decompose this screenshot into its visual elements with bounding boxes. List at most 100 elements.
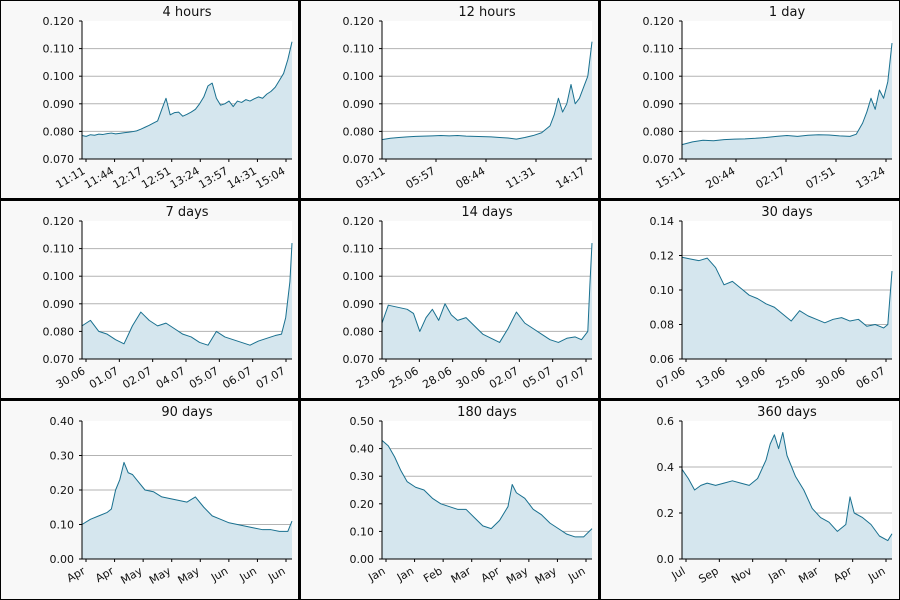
chart-title: 7 days <box>165 205 208 220</box>
x-tick-label: May <box>504 564 531 587</box>
series-line <box>81 461 293 532</box>
x-tick-label: 02.07 <box>120 364 154 391</box>
y-tick-label: 0.10 <box>50 519 75 532</box>
x-tick-label: 14:17 <box>554 164 588 191</box>
chart-panel: 90 days 0.00 0.10 0.20 0.30 0.40 Apr Apr May May M… <box>1 401 298 599</box>
series-area <box>682 432 892 559</box>
chart-title: 12 hours <box>458 5 515 20</box>
x-tick-label: 07:51 <box>804 164 838 191</box>
y-tick-label: 0.06 <box>650 353 675 366</box>
chart-panel: 180 days 0.00 0.10 0.20 0.30 0.40 0.50 Jan Jan Fe… <box>301 401 598 599</box>
series-area <box>82 41 292 160</box>
x-tick-label: 05.07 <box>187 364 221 391</box>
x-tick-label: May <box>176 564 203 587</box>
x-tick-label: 07.06 <box>654 364 688 391</box>
x-tick-label: Jun <box>865 564 887 584</box>
chart-title: 180 days <box>457 405 517 420</box>
chart-panel: 7 days 0.070 0.080 0.090 0.100 0.110 0.120 30.0… <box>1 201 298 398</box>
y-tick-label: 0.090 <box>343 98 375 111</box>
x-tick-label: Jun <box>237 564 259 584</box>
y-tick-label: 0.12 <box>650 250 675 263</box>
x-tick-label: 28.06 <box>420 364 454 391</box>
y-tick-label: 0.090 <box>43 298 75 311</box>
y-tick-label: 0.070 <box>343 153 375 166</box>
chart-panel: 1 day 0.070 0.080 0.090 0.100 0.110 0.120 15:11… <box>601 1 899 198</box>
x-tick-label: 30.06 <box>814 364 848 391</box>
y-tick-label: 0.070 <box>43 353 75 366</box>
y-tick-label: 0.120 <box>343 215 375 228</box>
chart-panel: 30 days 0.06 0.08 0.10 0.12 0.14 07.06 13.06 19.… <box>601 201 899 398</box>
chart-svg: 14 days 0.070 0.080 0.090 0.100 0.110 0.120 23.… <box>343 205 593 391</box>
y-tick-label: 0.10 <box>350 525 375 538</box>
x-tick-label: 13:24 <box>168 164 202 191</box>
x-tick-label: 19.06 <box>734 364 768 391</box>
y-tick-label: 0.6 <box>657 415 675 428</box>
y-tick-label: 0.110 <box>343 43 375 56</box>
x-tick-label: Sep <box>696 564 720 586</box>
series-line <box>681 256 893 329</box>
y-tick-label: 0.20 <box>50 484 75 497</box>
y-tick-label: 0.100 <box>643 70 675 83</box>
x-tick-label: Apr <box>479 564 502 585</box>
chart-title: 360 days <box>757 405 817 420</box>
x-tick-label: 13:24 <box>854 164 888 191</box>
x-tick-label: 25.06 <box>774 364 808 391</box>
chart-title: 4 hours <box>163 5 212 20</box>
x-tick-label: 01.07 <box>87 364 121 391</box>
x-tick-label: May <box>147 564 174 587</box>
x-tick-label: 12:51 <box>139 164 173 191</box>
series-line <box>381 439 593 538</box>
y-tick-label: 0.00 <box>350 553 375 566</box>
y-tick-label: 0.080 <box>43 125 75 138</box>
x-tick-label: 05.07 <box>520 364 554 391</box>
series-line <box>381 243 593 343</box>
chart-title: 30 days <box>761 205 813 220</box>
y-tick-label: 0.110 <box>43 243 75 256</box>
y-tick-label: 0.080 <box>643 125 675 138</box>
y-tick-label: 0.4 <box>657 461 675 474</box>
y-tick-label: 0.40 <box>350 443 375 456</box>
y-tick-label: 0.0 <box>657 553 675 566</box>
chart-title: 1 day <box>769 5 806 20</box>
x-tick-label: Feb <box>421 564 444 585</box>
x-tick-label: 13:57 <box>196 164 230 191</box>
y-tick-label: 0.070 <box>343 353 375 366</box>
series-line <box>381 41 593 141</box>
x-tick-label: 15:11 <box>654 164 688 191</box>
x-tick-label: Jan <box>765 564 787 584</box>
series-area <box>82 243 292 359</box>
x-tick-label: 06.07 <box>854 364 888 391</box>
x-tick-label: 07.07 <box>254 364 288 391</box>
y-tick-label: 0.08 <box>650 319 675 332</box>
x-tick-label: Apr <box>93 564 116 585</box>
series-line <box>81 41 293 137</box>
x-tick-label: 11:11 <box>54 164 88 191</box>
x-tick-label: May <box>118 564 145 587</box>
chart-svg: 12 hours 0.070 0.080 0.090 0.100 0.110 0.120 03… <box>343 5 593 191</box>
y-tick-label: 0.120 <box>343 15 375 28</box>
y-tick-label: 0.070 <box>643 153 675 166</box>
x-tick-label: Jun <box>208 564 230 584</box>
y-tick-label: 0.100 <box>43 70 75 83</box>
x-tick-label: 07.07 <box>554 364 588 391</box>
x-tick-label: Jan <box>394 564 416 584</box>
x-tick-label: Mar <box>796 564 821 586</box>
chart-panel: 360 days 0.0 0.2 0.4 0.6 Jul Sep Nov Jan Mar Apr Ju… <box>601 401 899 599</box>
series-line <box>681 432 893 542</box>
x-tick-label: 03:11 <box>354 164 388 191</box>
x-tick-label: Jun <box>265 564 287 584</box>
x-tick-label: 05:57 <box>404 164 438 191</box>
y-tick-label: 0.110 <box>343 243 375 256</box>
y-tick-label: 0.30 <box>350 470 375 483</box>
x-tick-label: Jan <box>365 564 387 584</box>
x-tick-label: 02.07 <box>487 364 521 391</box>
y-tick-label: 0.120 <box>43 215 75 228</box>
chart-svg: 7 days 0.070 0.080 0.090 0.100 0.110 0.120 30.0… <box>43 205 293 391</box>
series-area <box>382 41 592 160</box>
x-tick-label: Apr <box>65 564 88 585</box>
x-tick-label: Apr <box>831 564 854 585</box>
y-tick-label: 0.120 <box>43 15 75 28</box>
y-tick-label: 0.100 <box>343 270 375 283</box>
